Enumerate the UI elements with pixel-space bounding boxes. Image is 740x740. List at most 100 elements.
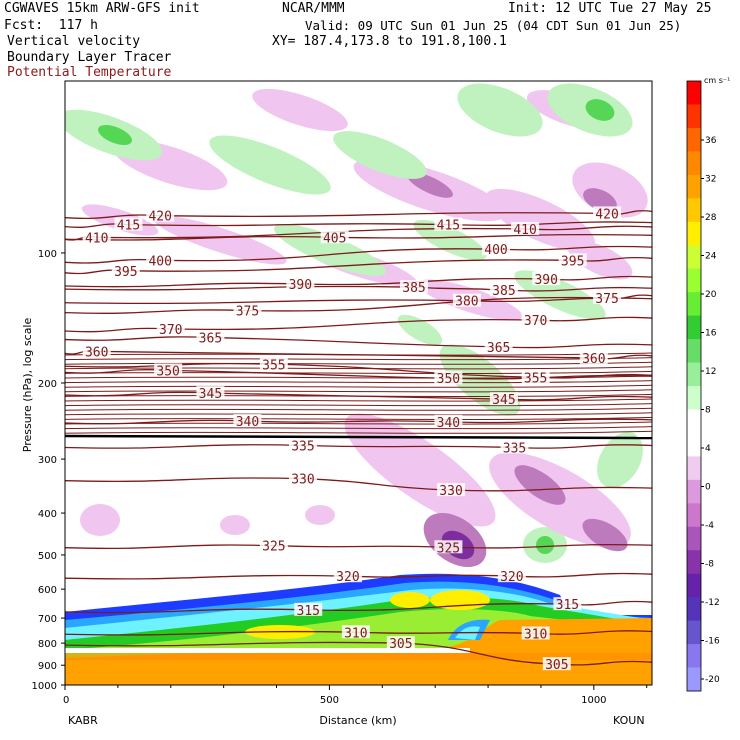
theta-label: 390 [289,278,312,293]
theta-label: 380 [455,295,478,310]
colorbar-swatch [687,174,701,199]
theta-label-bg [593,290,622,304]
theta-label-bg [294,602,323,616]
theta-label-bg [497,569,526,583]
theta-label: 360 [582,352,605,367]
theta-label: 340 [437,416,460,431]
theta-contour [65,285,652,292]
theta-contour [65,352,652,356]
y-tick-label: 600 [38,585,57,596]
theta-contour [65,407,652,411]
theta-label: 390 [534,273,557,288]
colorbar-label: 36 [705,136,717,146]
colorbar-swatch [687,245,701,270]
theta-contour [65,398,652,402]
theta-label-bg [452,293,481,307]
theta-label-bg [558,253,587,267]
colorbar-label: -16 [705,637,720,647]
theta-label-bg [288,471,317,485]
colorbar-swatch [687,503,701,528]
theta-contour [65,600,652,614]
theta-label: 405 [323,231,346,246]
theta-label: 335 [291,439,314,454]
colorbar-label: 8 [705,406,711,416]
y-tick-label: 200 [38,379,57,390]
y-axis-label: Pressure (hPa), log scale [21,318,34,453]
theta-label-group: 420 415 410 400 395 405 390 385 375 370 365 360 355 3… [82,206,622,673]
x-tick-label: 500 [320,695,339,706]
theta-label: 350 [156,364,179,379]
theta-label: 370 [524,314,547,329]
theta-label-bg [553,597,582,611]
theta-label: 400 [148,254,171,269]
theta-contour [65,477,652,492]
theta-label: 410 [513,223,536,238]
colorbar-label: -8 [705,560,714,570]
theta-label-bg [82,230,111,244]
theta-label-bg [156,322,185,336]
y-tick-label: 300 [38,455,57,466]
tropopause-line [64,434,653,440]
colorbar-swatch [687,268,701,293]
theta-label-bg [196,386,225,400]
colorbar-swatch [687,292,701,317]
theta-label: 345 [492,393,515,408]
theta-label: 355 [262,358,285,373]
theta-contour [65,357,652,361]
theta-label: 385 [402,281,425,296]
theta-contour [65,543,652,550]
colorbar: 36 32 28 24 20 16 12 8 4 0 -4 -8 -12 -16 -20 [686,80,720,692]
theta-contour [65,316,652,333]
theta-label-bg [154,363,183,377]
theta-label: 325 [262,540,285,555]
colorbar-swatch [687,221,701,246]
theta-contour [65,275,652,288]
theta-label-bg [489,392,518,406]
theta-label-bg [146,253,175,267]
theta-label-bg [593,206,622,220]
theta-label: 415 [117,219,140,234]
theta-label: 340 [236,415,259,430]
theta-contour [65,375,652,379]
theta-label-bg [400,280,429,294]
colorbar-swatch [687,362,701,387]
theta-label: 355 [524,371,547,386]
theta-label-bg [434,217,463,231]
theta-label-bg [333,569,362,583]
colorbar-label: 0 [705,483,711,493]
theta-label-bg [481,242,510,256]
theta-label: 395 [561,254,584,269]
theta-label: 325 [437,541,460,556]
theta-label-bg [434,371,463,385]
theta-label: 310 [524,628,547,643]
theta-label: 365 [199,332,222,347]
header-line3-right: XY= 187.4,173.8 to 191.8,100.1 [272,34,507,49]
theta-label: 310 [344,626,367,641]
theta-contour [65,421,652,425]
theta-label-bg [341,625,370,639]
theta-label: 400 [484,243,507,258]
theta-contour [65,389,652,393]
colorbar-label: 32 [705,175,716,185]
theta-label-bg [489,283,518,297]
theta-label: 410 [85,231,108,246]
header-line1-center: NCAR/MMM [282,1,345,16]
theta-contour [65,418,652,425]
theta-contour [65,370,652,374]
colorbar-swatch [687,81,701,105]
theta-contour [65,572,652,580]
theta-label-bg [511,221,540,235]
theta-label-bg [286,276,315,290]
header-line2-right: Valid: 09 UTC Sun 01 Jun 25 (04 CDT Sun … [305,18,682,33]
colorbar-swatch [687,386,701,410]
colorbar-swatch [687,104,701,129]
y-tick-label: 100 [38,249,57,260]
potential-temperature-contours [65,210,652,666]
colorbar-label: -12 [705,598,720,608]
y-tick-label: 1000 [32,681,57,692]
theta-label-bg [484,339,513,353]
colorbar-label: 20 [705,290,717,300]
theta-label-bg [82,344,111,358]
header-line1-right: Init: 12 UTC Tue 27 May 25 [508,1,712,16]
header-line2-left: Fcst: 117 h [4,18,98,33]
